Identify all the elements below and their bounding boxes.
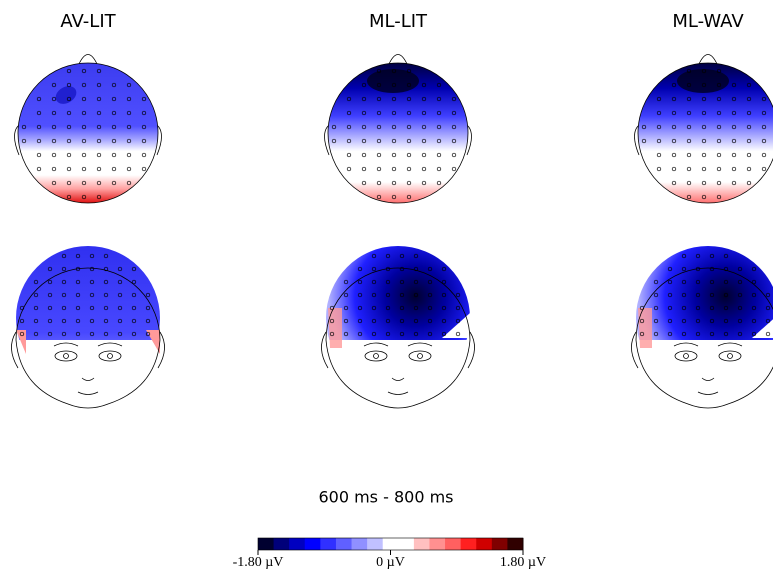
colorbar-swatch bbox=[461, 538, 477, 550]
face-outline bbox=[16, 340, 160, 408]
pupil bbox=[684, 354, 689, 359]
colorbar-swatch bbox=[367, 538, 383, 550]
panel: ML-WAV bbox=[631, 11, 773, 408]
colorbar-swatch bbox=[383, 538, 399, 550]
panel-title: ML-LIT bbox=[369, 11, 428, 32]
scalp-map bbox=[18, 63, 158, 203]
eye bbox=[365, 351, 387, 361]
panel: ML-LIT bbox=[321, 11, 474, 408]
time-window: 600 ms - 800 ms bbox=[318, 488, 453, 507]
brow bbox=[364, 343, 388, 346]
colorbar-swatch bbox=[289, 538, 305, 550]
front-map-side bbox=[328, 308, 342, 348]
pupil bbox=[108, 354, 113, 359]
nose bbox=[699, 55, 717, 65]
eye bbox=[55, 351, 77, 361]
nose bbox=[702, 378, 714, 381]
brow bbox=[408, 343, 432, 346]
pupil bbox=[64, 354, 69, 359]
pupil bbox=[418, 354, 423, 359]
brow bbox=[98, 343, 122, 346]
colorbar-swatch bbox=[274, 538, 290, 550]
eye bbox=[675, 351, 697, 361]
colorbar-swatch bbox=[492, 538, 508, 550]
colorbar-swatch bbox=[414, 538, 430, 550]
nose bbox=[82, 378, 94, 381]
face-outline bbox=[636, 340, 773, 408]
colorbar-label: 1.80 µV bbox=[500, 555, 546, 570]
colorbar-swatch bbox=[429, 538, 445, 550]
colorbar-swatch bbox=[305, 538, 321, 550]
colorbar: -1.80 µV 0 µV 1.80 µV bbox=[233, 538, 547, 570]
front-map-side bbox=[638, 308, 652, 348]
brow bbox=[718, 343, 742, 346]
front-map-side bbox=[146, 330, 160, 354]
panel-title: ML-WAV bbox=[672, 11, 744, 32]
nose bbox=[389, 55, 407, 65]
colorbar-swatch bbox=[507, 538, 523, 550]
colorbar-swatch bbox=[445, 538, 461, 550]
eye bbox=[719, 351, 741, 361]
eye bbox=[99, 351, 121, 361]
panels: AV-LIT ML-LIT ML-WAV bbox=[11, 11, 773, 408]
colorbar-swatch bbox=[320, 538, 336, 550]
panel: AV-LIT bbox=[11, 11, 164, 408]
panel-title: AV-LIT bbox=[60, 11, 116, 32]
face-outline bbox=[326, 340, 470, 408]
brow bbox=[54, 343, 78, 346]
pupil bbox=[374, 354, 379, 359]
mouth bbox=[388, 392, 408, 395]
colorbar-swatch bbox=[398, 538, 414, 550]
mouth bbox=[698, 392, 718, 395]
colorbar-swatch bbox=[352, 538, 368, 550]
colorbar-label: -1.80 µV bbox=[233, 555, 284, 570]
mouth bbox=[78, 392, 98, 395]
eye bbox=[409, 351, 431, 361]
figure: AV-LIT ML-LIT ML-WAV 600 ms - 800 ms -1.80… bbox=[0, 0, 773, 573]
page: AV-LIT ML-LIT ML-WAV 600 ms - 800 ms -1.80… bbox=[0, 0, 773, 573]
brow bbox=[674, 343, 698, 346]
pupil bbox=[728, 354, 733, 359]
colorbar-swatch bbox=[258, 538, 274, 550]
colorbar-swatch bbox=[336, 538, 352, 550]
colorbar-swatch bbox=[476, 538, 492, 550]
colorbar-label: 0 µV bbox=[376, 555, 405, 570]
nose bbox=[392, 378, 404, 381]
nose bbox=[79, 55, 97, 65]
